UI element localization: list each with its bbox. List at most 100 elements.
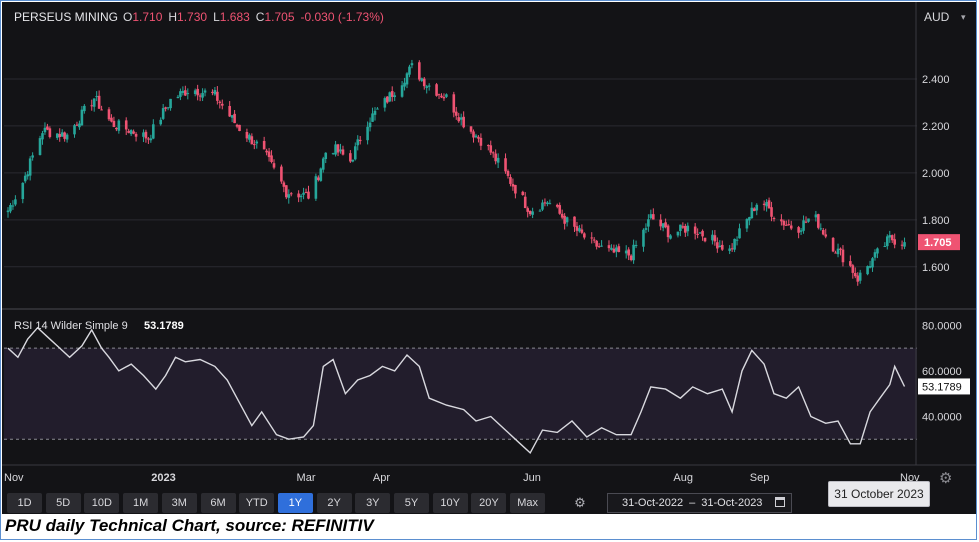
price-tick-label: 2.200 <box>922 121 950 133</box>
axes: 1.600 1.800 2.000 2.200 2.400 40.0000 60.0000 8… <box>2 2 976 484</box>
candle-body <box>245 131 249 139</box>
candle-body <box>6 210 10 213</box>
candle-body <box>738 228 741 239</box>
candle-body <box>698 232 702 234</box>
candle-body <box>349 153 352 162</box>
candle-body <box>817 214 820 228</box>
candle-body <box>716 242 719 249</box>
chevron-down-icon[interactable]: ▾ <box>961 12 966 22</box>
candle-body <box>373 110 377 115</box>
price-gridlines <box>4 78 917 268</box>
candle-body <box>555 204 559 207</box>
candle-body <box>782 220 786 226</box>
timeframe-button-2y[interactable]: 2Y <box>316 493 352 513</box>
timeframe-button-1m[interactable]: 1M <box>123 493 159 513</box>
timeframe-button-6m[interactable]: 6M <box>200 493 236 513</box>
candle-body <box>573 216 576 227</box>
ohlc-change: -0.030 (-1.73%) <box>301 10 384 24</box>
candle-body <box>834 252 837 254</box>
time-tick-label: Apr <box>373 472 390 484</box>
ohlc-value-h: 1.730 <box>177 10 207 24</box>
candle-body <box>216 91 219 101</box>
candle-body <box>176 96 180 99</box>
timeframe-toolbar: 1D 5D 10D 1M 3M 6M YTD 1Y 2Y 3Y 5Y 10Y 20Y Max ⚙ 31-O… <box>2 492 976 514</box>
candle-body <box>575 226 579 231</box>
date-range-separator: – <box>689 497 696 509</box>
candle-body <box>528 210 532 215</box>
candle-body <box>418 62 421 80</box>
candle-body <box>230 115 234 118</box>
candle-body <box>652 214 655 220</box>
candle-body <box>287 194 291 198</box>
candle-body <box>353 146 357 160</box>
chart-settings-gear-icon[interactable]: ⚙ <box>939 470 952 487</box>
rsi-badge-text: 53.1789 <box>922 381 962 393</box>
candle-body <box>179 91 182 97</box>
candle-body <box>647 219 650 227</box>
candle-body <box>735 239 739 241</box>
candle-body <box>233 113 236 124</box>
candle-body <box>780 219 783 222</box>
candle-body <box>821 230 825 235</box>
candle-body <box>235 124 239 127</box>
rsi-series <box>7 326 906 455</box>
candle-body <box>866 266 869 275</box>
candle-body <box>410 63 414 66</box>
candle-body <box>669 235 672 239</box>
candle-body <box>28 158 32 176</box>
ohlc-key-l: L <box>213 10 220 24</box>
candle-body <box>253 144 256 146</box>
rsi-value: 53.1789 <box>144 320 184 332</box>
candle-body <box>718 245 722 247</box>
timeframe-button-1d[interactable]: 1D <box>7 493 42 513</box>
timeframe-button-10y[interactable]: 10Y <box>432 493 468 513</box>
candle-body <box>523 196 527 209</box>
candle-body <box>831 237 835 252</box>
candle-body <box>9 205 12 212</box>
candle-body <box>297 193 300 198</box>
candle-body <box>804 221 808 223</box>
candle-body <box>142 132 145 137</box>
candle-body <box>26 174 30 177</box>
timeframe-button-3y[interactable]: 3Y <box>355 493 391 513</box>
timeframe-button-20y[interactable]: 20Y <box>471 493 507 513</box>
candle-body <box>166 107 170 109</box>
date-range-picker[interactable]: 31-Oct-2022–31-Oct-2023 <box>607 493 792 513</box>
candle-body <box>893 239 896 245</box>
candle-body <box>595 240 598 247</box>
candle-body <box>701 230 704 237</box>
candle-body <box>282 182 286 187</box>
candle-body <box>745 219 749 229</box>
toolbar-gear-icon[interactable]: ⚙ <box>574 495 586 510</box>
candle-body <box>304 192 308 194</box>
timeframe-button-1y[interactable]: 1Y <box>277 493 313 513</box>
candle-body <box>270 155 273 163</box>
timeframe-button-10d[interactable]: 10D <box>84 493 120 513</box>
candle-body <box>422 78 426 87</box>
calendar-icon[interactable] <box>775 497 785 507</box>
candle-body <box>289 193 293 195</box>
candle-body <box>849 261 852 266</box>
candle-body <box>644 228 648 230</box>
candle-body <box>617 246 621 252</box>
time-tick-label: Aug <box>673 472 693 484</box>
candle-body <box>366 126 369 141</box>
candle-body <box>624 250 628 254</box>
timeframe-button-3m[interactable]: 3M <box>161 493 197 513</box>
candle-body <box>58 133 62 138</box>
candle-body <box>248 134 251 140</box>
candle-body <box>659 219 662 227</box>
candle-body <box>356 139 360 146</box>
instrument-name: PERSEUS MINING <box>14 10 118 24</box>
time-tick-label: Sep <box>750 472 770 484</box>
candle-body <box>90 105 94 107</box>
timeframe-button-5d[interactable]: 5D <box>45 493 81 513</box>
time-tick-label: Jun <box>523 472 541 484</box>
timeframe-button-5y[interactable]: 5Y <box>394 493 429 513</box>
timeframe-button-ytd[interactable]: YTD <box>239 493 275 513</box>
candle-body <box>112 120 116 128</box>
candle-body <box>681 226 685 228</box>
timeframe-button-max[interactable]: Max <box>510 493 546 513</box>
candle-body <box>454 111 458 116</box>
